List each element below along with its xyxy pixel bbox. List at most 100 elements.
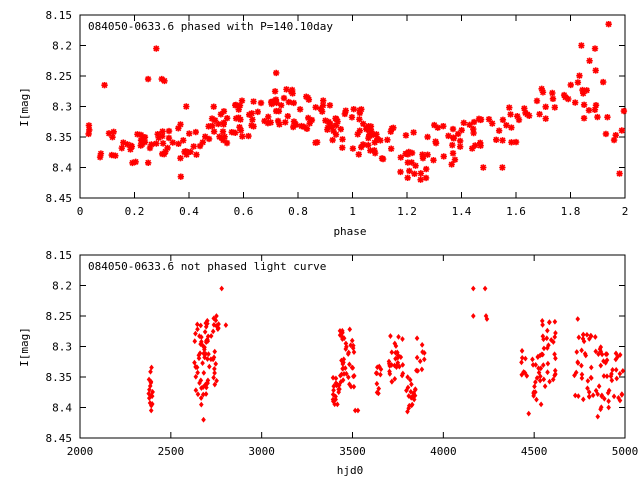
y-tick-label: 8.25 [46,310,73,323]
x-tick-label: 0.8 [288,205,308,218]
phased-plot-points [85,20,628,183]
data-point [606,387,612,394]
data-point [169,139,176,146]
data-point [399,372,405,379]
data-point [551,104,558,111]
data-point [375,364,380,371]
x-tick-label: 0.2 [125,205,145,218]
data-point [578,42,585,49]
data-point [205,320,210,327]
data-point [239,133,246,140]
x-tick-label: 2000 [67,445,94,458]
data-point [387,145,395,152]
data-point [118,144,125,152]
data-point [296,106,304,113]
data-point [593,387,599,394]
data-point [150,389,155,395]
data-point [337,125,345,133]
data-point [245,111,253,118]
data-point [261,117,268,125]
data-point [374,380,380,387]
data-point [207,363,212,370]
data-point [410,129,417,136]
y-tick-label: 8.4 [52,402,72,415]
data-point [552,318,558,325]
data-point [351,349,357,355]
data-point [419,151,426,158]
data-point [346,349,351,356]
data-point [161,77,168,85]
data-point [618,127,626,134]
data-point [346,374,351,381]
data-point [109,133,116,141]
x-tick-label: 2 [622,205,629,218]
data-point [192,128,199,136]
x-tick-label: 1.6 [506,205,526,218]
data-point [127,142,134,149]
data-point [419,341,425,348]
data-point [412,392,418,399]
data-point [250,98,257,105]
data-point [585,378,591,384]
data-point [340,336,345,342]
data-point [211,117,219,124]
data-point [149,393,155,400]
data-point [396,334,401,340]
y-tick-label: 8.15 [46,9,73,22]
data-point [596,351,601,358]
data-point [149,364,154,371]
data-point [606,404,611,411]
data-point [177,173,185,180]
data-point [129,159,136,167]
data-point [574,79,582,86]
data-point [212,366,217,372]
data-point [290,123,297,131]
x-tick-label: 0.4 [179,205,199,218]
x-tick-label: 3500 [339,445,366,458]
data-point [384,136,391,144]
x-tick-label: 1.2 [397,205,417,218]
data-point [560,91,568,99]
data-point [192,338,198,345]
data-point [531,389,537,396]
data-point [599,393,605,400]
data-point [348,342,353,349]
data-point [552,372,557,379]
data-point [290,118,298,125]
data-point [565,95,572,103]
y-tick-label: 8.45 [46,432,73,445]
data-point [232,101,240,109]
data-point [282,119,289,126]
data-point [514,112,521,120]
data-point [499,137,506,144]
data-point [249,116,256,123]
data-point [583,87,590,94]
data-point [458,126,465,134]
data-point [378,371,383,378]
data-point [332,115,339,122]
data-point [86,126,93,134]
data-point [449,141,456,149]
data-point [388,333,393,339]
data-point [588,364,594,371]
data-point [214,377,219,384]
data-point [148,407,154,414]
data-point [533,379,538,386]
data-point [595,391,601,398]
data-point [232,115,240,122]
data-point [193,373,199,380]
data-point [159,140,167,147]
data-point [272,96,280,103]
data-point [506,104,513,111]
data-point [609,377,615,384]
data-point [526,410,532,417]
data-point [329,136,336,144]
data-point [248,110,255,117]
data-point [366,126,373,133]
data-point [592,101,600,109]
data-point [85,130,92,138]
data-point [219,285,225,292]
data-point [539,351,545,358]
data-point [223,322,229,329]
